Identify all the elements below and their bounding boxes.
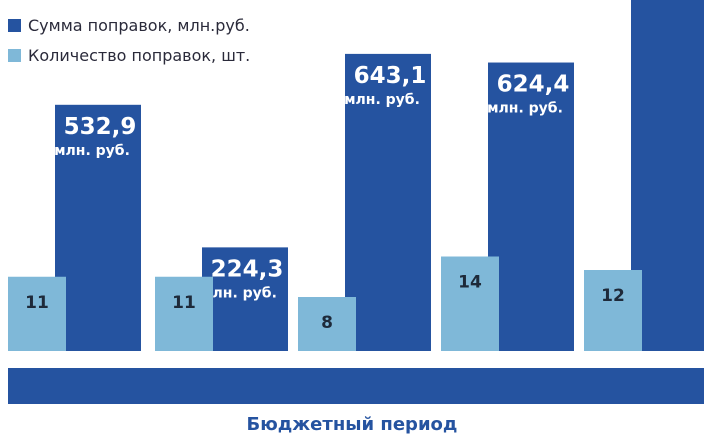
value-label-sum-2020-2022: 224,3 [211,256,284,282]
chart-legend: Сумма поправок, млн.руб. Количество попр… [8,10,250,70]
bar-count-2022-2024 [441,256,499,351]
bar-count-2020-2022 [155,276,213,351]
legend-label-count: Количество поправок, шт. [28,45,251,65]
x-axis-band [8,368,704,404]
bar-sum-2019-2021 [55,104,141,351]
value-label-sum-2022-2024: 624,4 [497,72,570,98]
legend-item-count: Количество поправок, шт. [8,40,250,70]
value-label-sum-2021-2023: 643,1 [354,63,427,89]
bar-count-2019-2021 [8,276,66,351]
bar-count-2021-2023 [298,297,356,351]
bar-sum-2020-2022 [202,247,288,351]
x-axis-title: Бюджетный период [246,414,458,435]
unit-label-sum-2019-2021: млн. руб. [54,143,130,159]
legend-swatch-count [8,48,21,62]
value-label-count-2023-2025: 12 [601,286,625,306]
unit-label-sum-2020-2022: млн. руб. [201,285,277,301]
unit-label-sum-2022-2024: млн. руб. [487,101,563,117]
bar-count-2023-2025 [584,270,642,351]
legend-item-sum: Сумма поправок, млн.руб. [8,10,250,40]
value-label-sum-2019-2021: 532,9 [64,114,137,140]
legend-swatch-sum [8,18,21,32]
bar-sum-2022-2024 [488,62,574,352]
legend-label-sum: Сумма поправок, млн.руб. [28,15,250,35]
value-label-count-2020-2022: 11 [172,293,196,313]
bar-sum-2023-2025 [631,0,704,351]
value-label-count-2021-2023: 8 [321,313,333,333]
unit-label-sum-2021-2023: млн. руб. [344,92,420,108]
bar-sum-2021-2023 [345,53,431,352]
value-label-count-2022-2024: 14 [458,273,482,293]
value-label-count-2019-2021: 11 [25,293,49,313]
